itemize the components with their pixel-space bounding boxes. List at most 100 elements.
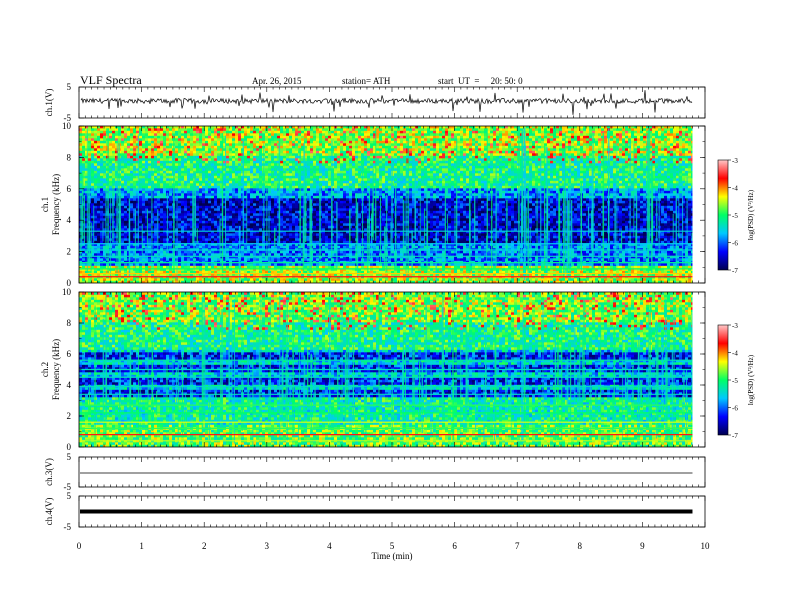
spectrogram-cell: [307, 223, 311, 226]
spectrogram-cell: [466, 280, 470, 283]
spectrogram-cell: [346, 248, 350, 251]
spectrogram-cell: [676, 235, 680, 239]
spectrogram-cell: [274, 250, 278, 254]
spectrogram-cell: [412, 253, 416, 256]
spectrogram-cell: [418, 228, 422, 231]
spectrogram-cell: [112, 220, 116, 224]
spectrogram-cell: [190, 250, 194, 254]
spectrogram-cell: [682, 243, 686, 246]
spectrogram-cell: [97, 265, 101, 269]
spectrogram-cell: [433, 253, 437, 256]
spectrogram-cell: [631, 258, 635, 261]
spectrogram-cell: [145, 233, 149, 236]
spectrogram-cell: [253, 220, 257, 224]
spectrogram-cell: [550, 228, 554, 231]
spectrogram-cell: [79, 263, 83, 266]
spectrogram-cell: [127, 235, 131, 239]
spectrogram-cell: [337, 250, 341, 254]
spectrogram-cell: [286, 265, 290, 269]
spectrogram-cell: [400, 260, 404, 264]
spectrogram-cell: [442, 273, 446, 276]
spectrogram-cell: [133, 258, 137, 261]
spectrogram-cell: [268, 280, 272, 283]
spectrogram-cell: [130, 225, 134, 229]
spectrogram-cell: [244, 263, 248, 266]
spectrogram-cell: [445, 223, 449, 226]
spectrogram-cell: [364, 248, 368, 251]
spectrogram-cell: [199, 263, 203, 266]
spectrogram-cell: [202, 243, 206, 246]
spectrogram-cell: [484, 245, 488, 249]
spectrogram-cell: [223, 248, 227, 251]
spectrogram-cell: [331, 225, 335, 229]
spectrogram-cell: [325, 238, 329, 241]
spectrogram-cell: [130, 260, 134, 264]
spectrogram-cell: [325, 263, 329, 266]
spectrogram-cell: [190, 240, 194, 244]
spectrogram-cell: [208, 253, 212, 256]
spectrogram-cell: [316, 223, 320, 226]
spectrogram-cell: [118, 280, 122, 283]
spectrogram-cell: [370, 265, 374, 269]
spectrogram-cell: [238, 223, 242, 226]
spectrogram-cell: [376, 253, 380, 256]
spectrogram-cell: [682, 273, 686, 276]
spectrogram-cell: [328, 228, 332, 231]
spectrogram-cell: [154, 240, 158, 244]
spectrogram-cell: [457, 238, 461, 241]
spectrogram-cell: [256, 258, 260, 261]
spectrogram-cell: [604, 260, 608, 264]
spectrogram-cell: [556, 250, 560, 254]
spectrogram-cell: [679, 253, 683, 256]
spectrogram-cell: [403, 263, 407, 266]
spectrogram-cell: [133, 280, 137, 283]
spectrogram-cell: [427, 240, 431, 244]
spectrogram-cell: [628, 263, 632, 266]
spectrogram-cell: [145, 278, 149, 281]
spectrogram-cell: [280, 245, 284, 249]
spectrogram-cell: [121, 250, 125, 254]
spectrogram-cell: [334, 258, 338, 261]
spectrogram-cell: [550, 265, 554, 269]
spectrogram-cell: [214, 225, 218, 229]
spectrogram-cell: [316, 228, 320, 231]
spectrogram-cell: [673, 223, 677, 226]
spectrogram-cell: [184, 220, 188, 224]
spectrogram-cell: [202, 265, 206, 269]
spectrogram-cell: [652, 270, 656, 274]
spectrogram-cell: [415, 278, 419, 281]
spectrogram-cell: [307, 265, 311, 269]
spectrogram-cell: [289, 265, 293, 269]
spectrogram-cell: [220, 230, 224, 234]
spectrogram-cell: [271, 260, 275, 264]
spectrogram-cell: [631, 243, 635, 246]
spectrogram-cell: [430, 278, 434, 281]
spectrogram-cell: [565, 278, 569, 281]
spectrogram-cell: [442, 278, 446, 281]
spectrogram-cell: [547, 225, 551, 229]
spectrogram-cell: [139, 278, 143, 281]
spectrogram-cell: [214, 273, 218, 276]
spectrogram-cell: [190, 223, 194, 226]
spectrogram-cell: [622, 263, 626, 266]
spectrogram-cell: [184, 238, 188, 241]
spectrogram-cell: [283, 273, 287, 276]
spectrogram-cell: [334, 228, 338, 231]
spectrogram-cell: [391, 248, 395, 251]
spectrogram-cell: [505, 280, 509, 283]
spectrogram-cell: [511, 270, 515, 274]
spectrogram-cell: [637, 265, 641, 269]
spectrogram-cell: [271, 225, 275, 229]
spectrogram-cell: [532, 263, 536, 266]
spectrogram-cell: [313, 233, 317, 236]
spectrogram-cell: [622, 235, 626, 239]
spectrogram-cell: [292, 245, 296, 249]
spectrogram-cell: [235, 258, 239, 261]
spectrogram-cell: [556, 278, 560, 281]
spectrogram-cell: [244, 265, 248, 269]
spectrogram-cell: [337, 265, 341, 269]
spectrogram-cell: [187, 243, 191, 246]
spectrogram-cell: [163, 245, 167, 249]
spectrogram-cell: [442, 228, 446, 231]
spectrogram-cell: [148, 225, 152, 229]
